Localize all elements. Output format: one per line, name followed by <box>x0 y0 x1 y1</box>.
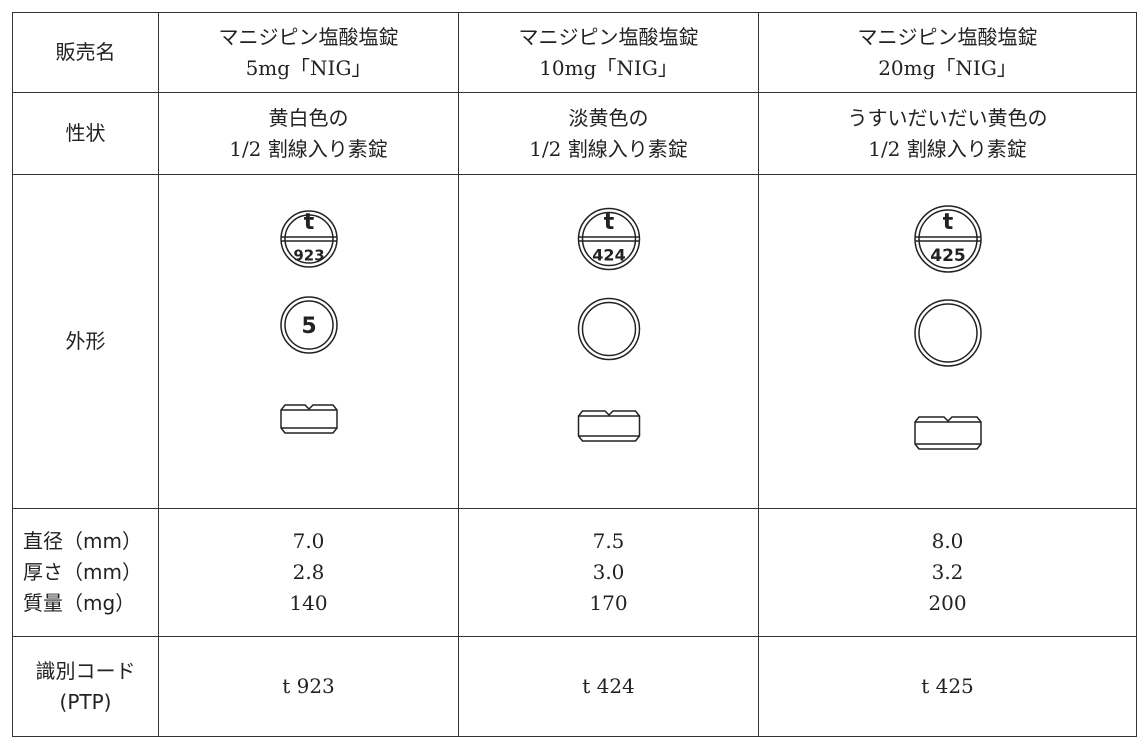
tablet-back <box>913 299 982 367</box>
tablet-front <box>577 207 640 271</box>
cell-line: マニジピン塩酸塩錠 <box>518 24 699 49</box>
row-label: 識別コード (PTP) <box>12 636 159 737</box>
tablet-front-inner <box>917 209 978 269</box>
cell: t 424 <box>458 636 759 737</box>
cell-line: 140 <box>289 591 328 615</box>
cell-line: 5mg「NIG」 <box>245 55 372 80</box>
imprint-top: t <box>303 210 314 235</box>
table-row: 識別コード (PTP) t 923 t 424 t 425 <box>12 636 1137 737</box>
cell: マニジピン塩酸塩錠 20mg「NIG」 <box>758 12 1137 93</box>
table-row: 性状 黄白色の 1/2 割線入り素錠 淡黄色の 1/2 割線入り素錠 うすいだいだい黄色の… <box>12 92 1137 175</box>
label-line: 厚さ（mm） <box>23 560 142 584</box>
table-row: 販売名 マニジピン塩酸塩錠 5mg「NIG」 マニジピン塩酸塩錠 10mg「NIG」 マニ… <box>12 12 1137 93</box>
cell-line: 3.2 <box>931 560 964 584</box>
row-label: 外形 <box>12 174 159 509</box>
tablet-back <box>279 296 338 354</box>
cell-line: 黄白色の <box>268 105 349 130</box>
cell-line: マニジピン塩酸塩錠 <box>218 24 399 49</box>
tablet-back-inner <box>283 300 334 350</box>
tablet-back <box>577 297 640 361</box>
cell-line: 1/2 割線入り素錠 <box>529 136 688 161</box>
label-line: 性状 <box>65 121 106 145</box>
tablet-back-inner <box>581 301 636 357</box>
cell-line: t 425 <box>921 674 974 698</box>
label-line: (PTP) <box>59 689 112 714</box>
tablet-front <box>279 210 338 268</box>
imprint-bottom: 923 <box>293 247 324 265</box>
cell-line: t 923 <box>282 674 335 698</box>
cell: t 424 <box>458 174 759 509</box>
cell: 7.5 3.0 170 <box>458 508 759 637</box>
cell: マニジピン塩酸塩錠 5mg「NIG」 <box>158 12 459 93</box>
tablet-drawing: t 923 5 <box>279 210 338 434</box>
table-row: 外形 t 923 5 t 424 t 425 <box>12 174 1137 509</box>
cell-line: 10mg「NIG」 <box>539 55 678 80</box>
tablet-side <box>279 404 338 434</box>
cell: t 425 <box>758 174 1137 509</box>
cell-line: 1/2 割線入り素錠 <box>868 136 1027 161</box>
cell: マニジピン塩酸塩錠 10mg「NIG」 <box>458 12 759 93</box>
cell-line: 1/2 割線入り素錠 <box>229 136 388 161</box>
tablet-table: 販売名 マニジピン塩酸塩錠 5mg「NIG」 マニジピン塩酸塩錠 10mg「NIG」 マニ… <box>12 12 1137 737</box>
cell-line: 8.0 <box>931 529 964 553</box>
cell-line: t 424 <box>582 674 635 698</box>
tablet-drawing: t 424 <box>577 207 640 442</box>
label-line: 販売名 <box>55 40 116 64</box>
imprint-top: t <box>603 210 614 235</box>
imprint-back: 5 <box>301 314 316 339</box>
cell: 黄白色の 1/2 割線入り素錠 <box>158 92 459 175</box>
tablet-back-inner <box>917 303 978 363</box>
imprint-top: t <box>942 210 953 235</box>
tablet-front-inner <box>581 211 636 267</box>
row-label: 販売名 <box>12 12 159 93</box>
table-row: 直径（mm） 厚さ（mm） 質量（mg） 7.0 2.8 140 7.5 3.0 170 8.0 3… <box>12 508 1137 637</box>
tablet-side <box>577 410 640 442</box>
cell-line: 2.8 <box>292 560 325 584</box>
cell: うすいだいだい黄色の 1/2 割線入り素錠 <box>758 92 1137 175</box>
cell-line: 20mg「NIG」 <box>878 55 1017 80</box>
cell-line: マニジピン塩酸塩錠 <box>857 24 1038 49</box>
cell-line: うすいだいだい黄色の <box>847 105 1048 130</box>
cell: t 425 <box>758 636 1137 737</box>
cell-line: 170 <box>589 591 628 615</box>
cell: t 923 5 <box>158 174 459 509</box>
label-line: 質量（mg） <box>23 591 136 615</box>
cell-line: 3.0 <box>592 560 625 584</box>
tablet-front <box>913 205 982 273</box>
cell-line: 淡黄色の <box>568 105 649 130</box>
row-label: 性状 <box>12 92 159 175</box>
cell: t 923 <box>158 636 459 737</box>
tablet-side <box>913 416 982 450</box>
cell-line: 7.5 <box>592 529 625 553</box>
imprint-bottom: 425 <box>930 246 966 266</box>
label-line: 識別コード <box>35 658 136 683</box>
cell: 8.0 3.2 200 <box>758 508 1137 637</box>
cell: 淡黄色の 1/2 割線入り素錠 <box>458 92 759 175</box>
label-line: 外形 <box>65 329 106 353</box>
cell: 7.0 2.8 140 <box>158 508 459 637</box>
tablet-front-inner <box>283 214 334 264</box>
tablet-drawing: t 425 <box>913 205 982 450</box>
imprint-bottom: 424 <box>592 246 625 265</box>
cell-line: 200 <box>928 591 967 615</box>
row-label: 直径（mm） 厚さ（mm） 質量（mg） <box>12 508 159 637</box>
label-line: 直径（mm） <box>23 529 142 553</box>
cell-line: 7.0 <box>292 529 325 553</box>
